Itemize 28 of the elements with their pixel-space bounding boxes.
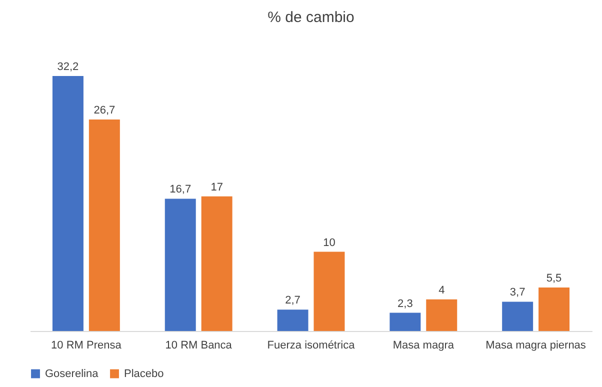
data-label: 2,3 — [398, 298, 413, 310]
bar — [426, 299, 458, 331]
bar — [164, 198, 196, 331]
x-tick-label: 10 RM Banca — [165, 340, 233, 352]
bar — [201, 196, 232, 331]
bar — [52, 76, 84, 331]
legend-label: Goserelina — [45, 368, 100, 380]
data-label: 10 — [323, 236, 336, 249]
chart-title: % de cambio — [268, 9, 354, 26]
data-label: 5,5 — [546, 272, 562, 284]
data-label: 17 — [210, 181, 223, 194]
bar — [277, 310, 308, 331]
x-tick-label: Masa magra piernas — [486, 340, 586, 352]
x-tick-label: 10 RM Prensa — [51, 340, 122, 352]
data-label: 32,2 — [57, 61, 79, 73]
data-label: 16,7 — [170, 184, 192, 196]
bar — [538, 287, 570, 331]
bar — [502, 302, 534, 331]
data-label: 4 — [438, 284, 445, 296]
data-label: 26,7 — [94, 104, 116, 117]
data-label: 2,7 — [285, 294, 300, 307]
x-tick-label: Fuerza isométrica — [267, 340, 356, 352]
x-tick-label: Masa magra — [392, 340, 455, 352]
bar — [88, 120, 120, 331]
legend-label: Placebo — [124, 368, 164, 380]
bar — [314, 252, 345, 331]
data-label: 3,7 — [510, 286, 526, 299]
bar — [390, 312, 421, 331]
